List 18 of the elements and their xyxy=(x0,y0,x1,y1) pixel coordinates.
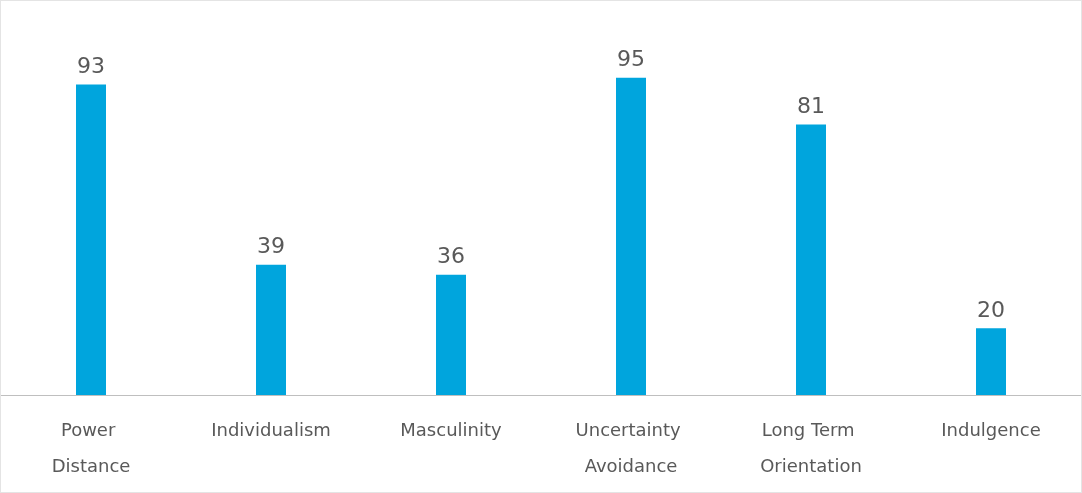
data-label: 36 xyxy=(437,243,465,269)
bar xyxy=(796,124,826,395)
bar xyxy=(256,264,286,395)
data-label: 95 xyxy=(617,46,645,72)
data-label: 93 xyxy=(77,52,105,78)
data-label: 81 xyxy=(797,92,825,118)
bar xyxy=(436,274,466,395)
bar xyxy=(976,328,1006,395)
data-label: 20 xyxy=(977,296,1005,322)
bar xyxy=(76,84,106,395)
x-tick-label: Individualism xyxy=(211,418,331,440)
x-tick-label: Long Term Orientation xyxy=(760,418,862,476)
x-tick-label: Masculinity xyxy=(400,418,503,440)
x-tick-label: Uncertainty Avoidance xyxy=(575,418,687,476)
data-label: 39 xyxy=(257,233,285,259)
x-tick-label: Indulgence xyxy=(941,418,1041,440)
bar xyxy=(616,77,646,395)
x-tick-label: Power Distance xyxy=(51,418,131,476)
